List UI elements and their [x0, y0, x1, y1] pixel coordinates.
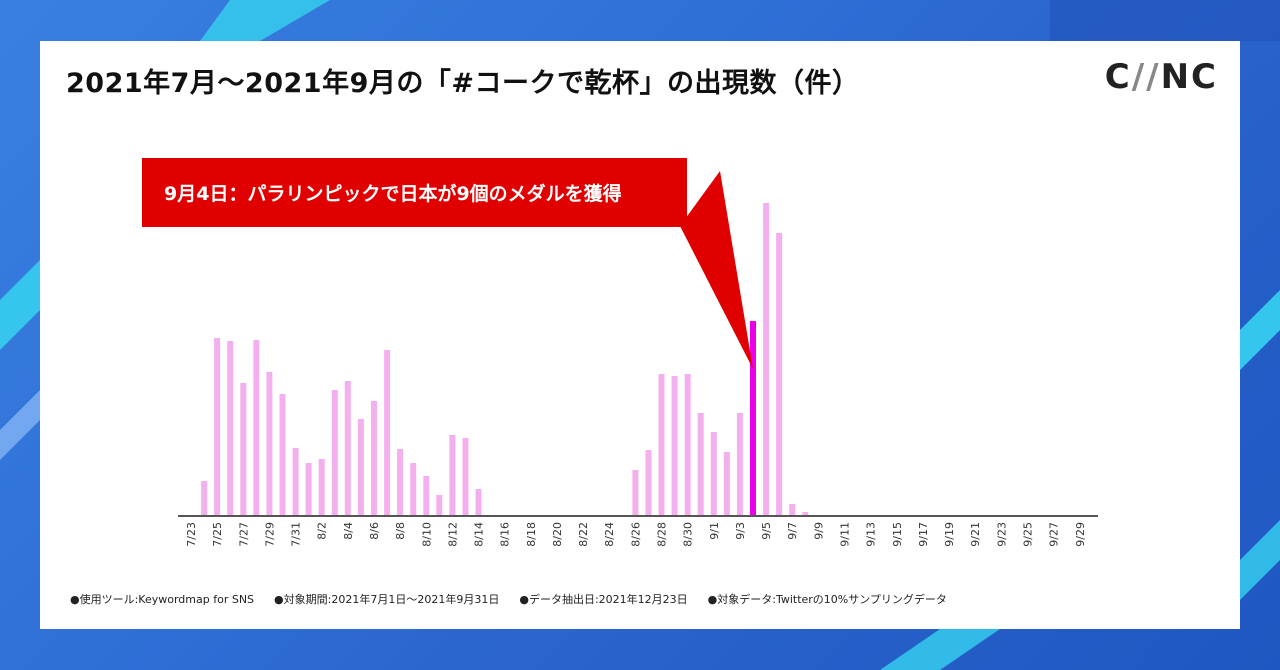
x-tick-label: 9/15	[891, 522, 904, 547]
bar	[397, 449, 404, 516]
chart-title: 2021年7月〜2021年9月の「#コークで乾杯」の出現数（件）	[66, 68, 860, 99]
bar	[227, 341, 234, 516]
x-tick-label: 9/23	[995, 522, 1008, 547]
x-tick-label: 8/30	[682, 522, 695, 547]
x-tick-label: 9/11	[839, 522, 852, 547]
bar	[462, 438, 469, 516]
x-tick-label: 8/20	[551, 522, 564, 547]
x-tick-label: 8/18	[525, 522, 538, 547]
x-tick-label: 7/25	[211, 522, 224, 547]
x-tick-label: 7/31	[290, 522, 303, 547]
bar	[292, 448, 299, 516]
x-tick-label: 9/13	[865, 522, 878, 547]
bar	[344, 381, 351, 516]
footnote-target: ●対象データ:Twitterの10%サンプリングデータ	[707, 593, 947, 606]
footnote-period: ●対象期間:2021年7月1日〜2021年9月31日	[274, 593, 500, 606]
x-tick-label: 8/10	[420, 522, 433, 547]
bar	[475, 489, 482, 516]
brand-logo: C//NC	[1105, 57, 1218, 97]
x-tick-label: 7/29	[263, 522, 276, 547]
x-tick-label: 9/17	[917, 522, 930, 547]
x-tick-label: 9/7	[786, 522, 799, 540]
x-tick-label: 7/27	[237, 522, 250, 547]
bar	[710, 432, 717, 516]
bar-highlight	[750, 321, 756, 516]
bar	[763, 203, 770, 516]
x-tick-label: 8/16	[499, 522, 512, 547]
bar	[658, 374, 665, 516]
x-tick-label: 8/12	[446, 522, 459, 547]
bar	[449, 435, 456, 516]
bar	[723, 452, 730, 516]
bar	[240, 383, 247, 516]
bar	[279, 394, 286, 516]
bar	[266, 372, 273, 516]
x-tick-label: 9/5	[760, 522, 773, 540]
logo-left: C	[1104, 57, 1132, 97]
bar	[789, 504, 796, 516]
x-tick-label: 8/8	[394, 522, 407, 540]
bar	[684, 374, 691, 516]
bar-chart: 7/23 7/25 7/27 7/29 7/31 8/2 8/4 8/6 8/8 8/10 8/12…	[178, 171, 1098, 547]
logo-slash: //	[1131, 57, 1161, 97]
bar	[436, 495, 443, 516]
footnote-tool: ●使用ツール:Keywordmap for SNS	[70, 593, 255, 606]
bar	[697, 413, 704, 516]
x-tick-label: 8/28	[656, 522, 669, 547]
x-tick-label: 8/24	[603, 522, 616, 547]
x-tick-label: 9/9	[812, 522, 825, 540]
bar	[331, 390, 338, 516]
chart-card: 2021年7月〜2021年9月の「#コークで乾杯」の出現数（件） C//NC 7…	[40, 41, 1240, 629]
bar	[802, 512, 809, 516]
bar	[384, 350, 391, 516]
bar	[253, 340, 260, 516]
bar	[632, 470, 639, 516]
footnote-extract: ●データ抽出日:2021年12月23日	[519, 593, 688, 606]
x-tick-label: 9/25	[1021, 522, 1034, 547]
bar	[645, 450, 652, 516]
bar	[201, 481, 208, 516]
bar	[736, 413, 743, 516]
x-tick-label: 8/26	[629, 522, 642, 547]
x-tick-label: 9/27	[1048, 522, 1061, 547]
x-tick-label: 8/14	[473, 522, 486, 547]
x-tick-label: 9/29	[1074, 522, 1087, 547]
bar	[410, 463, 417, 516]
bar	[671, 376, 678, 516]
x-tick-label: 9/21	[969, 522, 982, 547]
bar	[357, 419, 364, 516]
footnote: ●使用ツール:Keywordmap for SNS ●対象期間:2021年7月1…	[70, 591, 947, 607]
x-tick-label: 8/4	[342, 522, 355, 540]
x-tick-label: 8/2	[316, 522, 329, 540]
x-tick-label: 9/19	[943, 522, 956, 547]
bar	[371, 401, 377, 516]
bar	[318, 459, 325, 516]
x-tick-label: 8/22	[577, 522, 590, 547]
x-tick-label: 8/6	[368, 522, 381, 540]
callout-pointer	[680, 171, 754, 369]
annotation-callout: 9月4日：パラリンピックで日本が9個のメダルを獲得	[142, 158, 687, 227]
logo-right: NC	[1160, 57, 1218, 97]
x-tick-label: 7/23	[185, 522, 198, 547]
bar	[776, 233, 783, 516]
x-tick-label: 9/3	[734, 522, 747, 540]
bar	[305, 463, 312, 516]
bar	[214, 338, 221, 516]
bar	[423, 476, 430, 516]
x-tick-label: 9/1	[708, 522, 721, 540]
